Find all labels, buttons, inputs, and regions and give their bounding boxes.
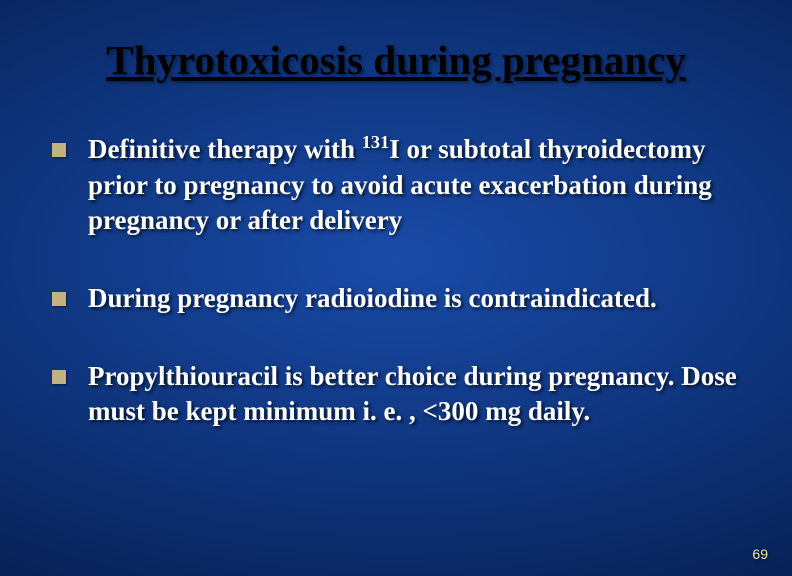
bullet-text: Definitive therapy with 131I or subtotal… xyxy=(88,132,752,239)
bullet-text: During pregnancy radioiodine is contrain… xyxy=(88,281,657,317)
list-item: During pregnancy radioiodine is contrain… xyxy=(52,281,752,317)
text-fragment: Definitive therapy with xyxy=(88,134,362,164)
list-item: Propylthiouracil is better choice during… xyxy=(52,359,752,430)
page-number: 69 xyxy=(752,546,768,562)
square-bullet-icon xyxy=(52,143,66,157)
text-fragment: During pregnancy radioiodine is contrain… xyxy=(88,283,657,313)
square-bullet-icon xyxy=(52,370,66,384)
superscript: 131 xyxy=(362,132,390,152)
slide-title: Thyrotoxicosis during pregnancy xyxy=(106,36,685,84)
bullet-text: Propylthiouracil is better choice during… xyxy=(88,359,752,430)
list-item: Definitive therapy with 131I or subtotal… xyxy=(52,132,752,239)
text-fragment: Propylthiouracil is better choice during… xyxy=(88,361,737,427)
bullet-list: Definitive therapy with 131I or subtotal… xyxy=(52,132,752,472)
square-bullet-icon xyxy=(52,292,66,306)
